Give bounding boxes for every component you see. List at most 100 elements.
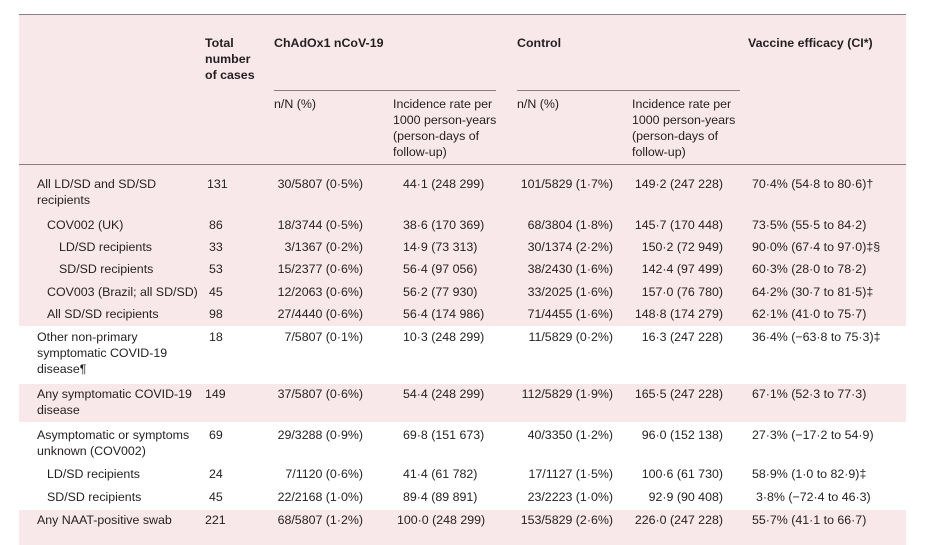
table-row: All SD/SD recipients 98 27/4440 (0·6%) 5… (19, 306, 906, 326)
row-efficacy: 60·3% (28·0 to 78·2) (752, 262, 867, 276)
row-label: LD/SD recipients (59, 240, 152, 254)
table-row: SD/SD recipients 53 15/2377 (0·6%) 56·4 … (19, 261, 906, 281)
row-total: 149 (205, 387, 226, 401)
row-total: 131 (207, 177, 228, 191)
header-vaccine-rule (274, 90, 496, 91)
row-label: Any symptomatic COVID-19 disease (37, 387, 192, 417)
table-row: Any symptomatic COVID-19 disease 149 37/… (19, 386, 906, 422)
row-label: COV003 (Brazil; all SD/SD) (47, 285, 198, 299)
row-control-nn: 23/2223 (1·0%) (527, 490, 613, 504)
row-label: Other non-primary symptomatic COVID-19 d… (37, 330, 168, 376)
row-total: 24 (209, 467, 223, 481)
row-vaccine-incidence: 14·9 (73 313) (403, 240, 478, 254)
row-vaccine-nn: 7/1120 (0·6%) (285, 467, 363, 481)
header-control-nn: n/N (%) (517, 97, 559, 111)
row-control-nn: 68/3804 (1·8%) (527, 218, 613, 232)
row-label: COV002 (UK) (47, 218, 124, 232)
row-total: 45 (209, 490, 223, 504)
table-header: Total number of cases ChAdOx1 nCoV-19 Co… (19, 15, 906, 165)
row-control-nn: 71/4455 (1·6%) (527, 307, 613, 321)
row-efficacy: 58·9% (1·0 to 82·9)‡ (752, 467, 867, 481)
row-control-incidence: 92·9 (90 408) (648, 490, 723, 504)
row-efficacy: 73·5% (55·5 to 84·2) (752, 218, 867, 232)
row-control-incidence: 96·0 (152 138) (641, 428, 723, 442)
row-total: 33 (209, 240, 223, 254)
row-vaccine-nn: 27/4440 (0·6%) (277, 307, 363, 321)
row-vaccine-incidence: 41·4 (61 782) (403, 467, 478, 481)
row-efficacy: 67·1% (52·3 to 77·3) (752, 387, 867, 401)
table-row: All LD/SD and SD/SD recipients 131 30/58… (19, 176, 906, 212)
row-efficacy: 90·0% (67·4 to 97·0)‡§ (752, 240, 881, 254)
row-vaccine-incidence: 56·2 (77 930) (403, 285, 478, 299)
row-control-nn: 101/5829 (1·7%) (520, 177, 613, 191)
efficacy-table: Total number of cases ChAdOx1 nCoV-19 Co… (19, 14, 906, 545)
row-vaccine-nn: 68/5807 (1·2%) (277, 513, 363, 527)
row-label: SD/SD recipients (59, 262, 154, 276)
header-vaccine-nn: n/N (%) (274, 97, 316, 111)
row-control-incidence: 145·7 (170 448) (634, 218, 723, 232)
row-vaccine-nn: 18/3744 (0·5%) (277, 218, 363, 232)
row-total: 86 (209, 218, 223, 232)
row-control-nn: 17/1127 (1·5%) (528, 467, 614, 481)
row-control-incidence: 157·0 (76 780) (641, 285, 723, 299)
row-efficacy: 3·8% (−72·4 to 46·3) (756, 490, 871, 504)
row-control-nn: 38/2430 (1·6%) (527, 262, 613, 276)
row-vaccine-incidence: 38·6 (170 369) (403, 218, 485, 232)
row-vaccine-nn: 15/2377 (0·6%) (277, 262, 363, 276)
row-vaccine-nn: 12/2063 (0·6%) (277, 285, 363, 299)
header-efficacy: Vaccine efficacy (CI*) (748, 36, 873, 50)
row-vaccine-nn: 29/3288 (0·9%) (277, 428, 363, 442)
row-control-incidence: 149·2 (247 228) (634, 177, 723, 191)
table-row: LD/SD recipients 24 7/1120 (0·6%) 41·4 (… (19, 466, 906, 488)
row-control-nn: 153/5829 (2·6%) (520, 513, 613, 527)
row-efficacy: 55·7% (41·1 to 66·7) (752, 513, 867, 527)
header-vaccine-incidence: Incidence rate per 1000 person-years (pe… (393, 97, 497, 159)
row-vaccine-incidence: 56·4 (97 056) (403, 262, 478, 276)
row-efficacy: 64·2% (30·7 to 81·5)‡ (752, 285, 874, 299)
row-total: 53 (209, 262, 223, 276)
row-label: All SD/SD recipients (47, 307, 159, 321)
table-row: Asymptomatic or symptoms unknown (COV002… (19, 422, 906, 466)
row-control-incidence: 148·8 (174 279) (634, 307, 723, 321)
row-control-nn: 33/2025 (1·6%) (527, 285, 613, 299)
row-vaccine-incidence: 100·0 (248 299) (397, 513, 486, 527)
row-label: Any NAAT-positive swab (37, 513, 172, 527)
header-total-cases: Total number of cases (205, 36, 255, 82)
row-control-incidence: 16·3 (247 228) (641, 330, 723, 344)
header-control-rule (517, 90, 740, 91)
row-vaccine-nn: 7/5807 (0·1%) (284, 330, 363, 344)
row-label: SD/SD recipients (47, 490, 142, 504)
row-control-nn: 40/3350 (1·2%) (527, 428, 613, 442)
row-efficacy: 62·1% (41·0 to 75·7) (752, 307, 867, 321)
row-control-incidence: 165·5 (247 228) (634, 387, 723, 401)
row-total: 69 (209, 428, 223, 442)
row-vaccine-incidence: 56·4 (174 986) (403, 307, 485, 321)
row-vaccine-nn: 37/5807 (0·6%) (277, 387, 363, 401)
header-control: Control (517, 36, 562, 50)
row-label: LD/SD recipients (47, 467, 140, 481)
table-row: SD/SD recipients 45 22/2168 (1·0%) 89·4 … (19, 488, 906, 510)
row-total: 18 (209, 330, 223, 344)
row-vaccine-nn: 3/1367 (0·2%) (284, 240, 363, 254)
table-row: COV003 (Brazil; all SD/SD) 45 12/2063 (0… (19, 284, 906, 304)
row-control-incidence: 150·2 (72 949) (641, 240, 723, 254)
row-total: 221 (205, 513, 226, 527)
header-control-incidence: Incidence rate per 1000 person-years (pe… (632, 97, 736, 159)
row-total: 45 (209, 285, 223, 299)
row-vaccine-incidence: 44·1 (248 299) (403, 177, 485, 191)
row-vaccine-nn: 22/2168 (1·0%) (277, 490, 363, 504)
row-control-incidence: 226·0 (247 228) (634, 513, 723, 527)
row-vaccine-incidence: 54·4 (248 299) (403, 387, 485, 401)
table-row: Other non-primary symptomatic COVID-19 d… (19, 326, 906, 384)
table-row: Any NAAT-positive swab 221 68/5807 (1·2%… (19, 512, 906, 532)
header-bottom-rule (19, 164, 906, 165)
row-label: Asymptomatic or symptoms unknown (COV002… (37, 428, 190, 458)
row-control-incidence: 100·6 (61 730) (641, 467, 723, 481)
header-vaccine: ChAdOx1 nCoV-19 (274, 36, 384, 50)
row-vaccine-incidence: 89·4 (89 891) (403, 490, 478, 504)
row-efficacy: 36·4% (−63·8 to 75·3)‡ (752, 330, 881, 344)
table-row: COV002 (UK) 86 18/3744 (0·5%) 38·6 (170 … (19, 217, 906, 237)
row-vaccine-incidence: 10·3 (248 299) (403, 330, 485, 344)
row-control-nn: 112/5829 (1·9%) (521, 387, 613, 401)
row-control-incidence: 142·4 (97 499) (641, 262, 723, 276)
